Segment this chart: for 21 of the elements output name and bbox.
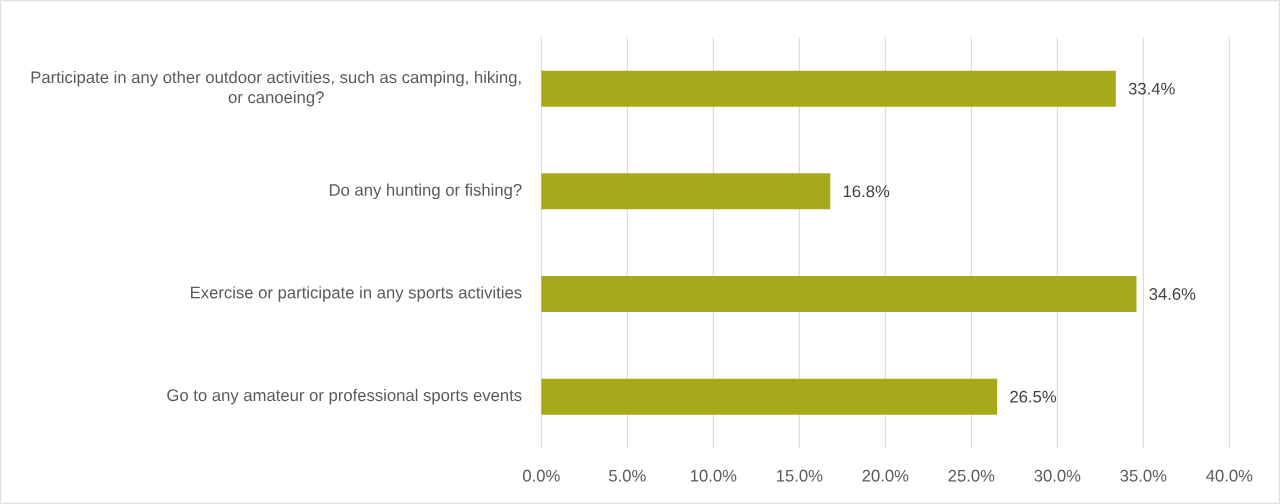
x-tick-label: 30.0% [1034,469,1081,482]
x-tick-label: 20.0% [862,469,909,482]
bar [541,70,1116,107]
data-label: 26.5% [1010,390,1057,403]
data-label: 16.8% [843,185,890,198]
x-tick-label: 40.0% [1206,469,1253,482]
data-label: 34.6% [1149,288,1196,300]
y-tick-label: Go to any amateur or professional sports events [167,388,522,405]
y-tick-label: Do any hunting or fishing? [329,183,522,200]
x-tick-label: 35.0% [1120,469,1167,482]
bar [541,173,831,210]
bar [541,276,1137,312]
x-tick-label: 0.0% [522,469,560,482]
y-tick-label: Participate in any other outdoor activities, such as camping, hiking, or canoeing? [31,70,521,107]
x-tick-label: 10.0% [690,469,737,482]
y-tick-label: Exercise or participate in any sports activities [190,286,522,302]
x-tick-label: 5.0% [609,469,646,482]
data-label: 33.4% [1128,82,1175,95]
bar [541,378,998,415]
x-tick-label: 25.0% [948,469,995,482]
x-tick-label: 15.0% [776,469,823,482]
